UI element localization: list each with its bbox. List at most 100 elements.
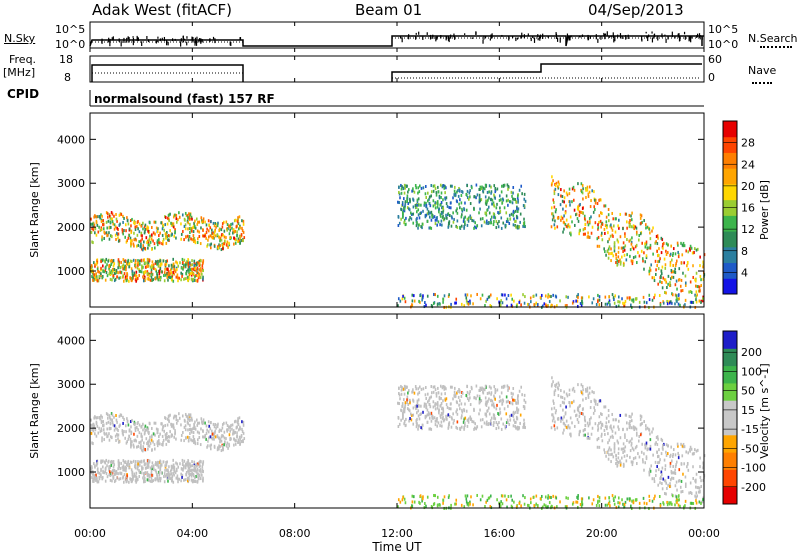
velocity-echo — [141, 467, 143, 471]
power-echo — [600, 222, 603, 226]
power-echo — [657, 282, 659, 286]
power-echo — [683, 261, 685, 265]
power-echo — [93, 273, 95, 277]
velocity-echo — [654, 473, 657, 477]
velocity-echo — [123, 460, 126, 464]
y-tick-label: 1000 — [57, 265, 85, 278]
power-echo — [128, 279, 130, 283]
power-echo — [504, 293, 506, 297]
velocity-echo — [213, 445, 216, 449]
velocity-echo — [695, 491, 698, 495]
power-echo — [488, 190, 490, 194]
power-echo — [410, 217, 413, 221]
power-echo — [501, 293, 504, 297]
velocity-echo — [192, 478, 194, 482]
power-echo — [690, 290, 693, 294]
velocity-echo — [92, 477, 94, 481]
power-echo — [629, 254, 631, 258]
velocity-echo — [182, 468, 184, 472]
power-echo — [424, 301, 426, 305]
velocity-echo — [194, 440, 196, 444]
power-echo — [173, 234, 175, 238]
power-echo — [505, 211, 508, 215]
velocity-echo — [511, 498, 514, 502]
power-echo — [154, 267, 157, 271]
velocity-echo — [141, 465, 143, 469]
noise-spike — [516, 37, 519, 40]
velocity-echo — [144, 471, 147, 475]
velocity-echo — [618, 427, 620, 431]
velocity-echo — [235, 426, 238, 430]
velocity-echo — [187, 465, 190, 469]
noise-spike — [619, 33, 622, 38]
velocity-echo — [599, 420, 602, 424]
velocity-echo — [623, 449, 626, 453]
power-echo — [167, 217, 170, 221]
power-echo — [417, 208, 420, 212]
power-echo — [237, 237, 240, 241]
velocity-echo — [152, 440, 154, 444]
velocity-echo — [92, 479, 94, 483]
velocity-echo — [639, 433, 642, 437]
velocity-echo — [554, 388, 557, 392]
power-echo — [142, 248, 144, 252]
velocity-echo — [692, 501, 695, 505]
velocity-echo — [168, 476, 170, 480]
velocity-echo — [187, 479, 189, 483]
power-echo — [694, 247, 696, 251]
velocity-echo — [432, 416, 434, 420]
velocity-echo — [149, 479, 152, 483]
velocity-echo — [441, 407, 443, 411]
velocity-echo — [401, 386, 403, 390]
velocity-echo — [555, 382, 558, 386]
velocity-echo — [499, 411, 502, 415]
velocity-echo — [618, 419, 620, 423]
power-echo — [567, 295, 569, 299]
power-echo — [681, 243, 684, 247]
velocity-echo — [243, 437, 246, 441]
velocity-echo — [404, 387, 407, 391]
power-echo — [172, 215, 175, 219]
velocity-echo — [573, 424, 576, 428]
power-echo — [224, 240, 226, 244]
power-echo — [688, 290, 690, 294]
velocity-echo — [137, 444, 140, 448]
power-echo — [583, 227, 586, 231]
power-echo — [656, 249, 658, 253]
power-echo — [98, 225, 100, 229]
velocity-echo — [133, 432, 135, 436]
power-echo — [422, 186, 425, 190]
velocity-echo — [411, 504, 413, 508]
power-echo — [205, 230, 208, 234]
power-echo — [94, 214, 96, 218]
power-echo — [131, 272, 134, 276]
power-echo — [442, 210, 444, 214]
power-echo — [626, 226, 628, 230]
power-echo — [242, 230, 245, 234]
velocity-echo — [460, 425, 463, 429]
power-echo — [431, 215, 434, 219]
velocity-echo — [110, 459, 113, 463]
power-echo — [499, 301, 501, 305]
power-echo — [498, 220, 500, 224]
power-echo — [188, 265, 191, 269]
velocity-echo — [677, 503, 680, 507]
velocity-echo — [493, 421, 495, 425]
power-echo — [703, 253, 706, 257]
power-echo — [652, 226, 654, 230]
power-echo — [433, 184, 436, 188]
power-echo — [113, 227, 116, 231]
power-echo — [140, 242, 142, 246]
velocity-echo — [136, 467, 139, 471]
velocity-echo — [130, 443, 133, 447]
velocity-echo — [665, 450, 667, 454]
power-echo — [442, 207, 445, 211]
colorbar-segment — [723, 168, 737, 185]
velocity-echo — [624, 445, 627, 449]
power-echo — [642, 259, 644, 263]
velocity-echo — [417, 427, 419, 431]
power-echo — [655, 240, 657, 244]
velocity-echo — [622, 442, 625, 446]
power-echo — [242, 222, 245, 226]
